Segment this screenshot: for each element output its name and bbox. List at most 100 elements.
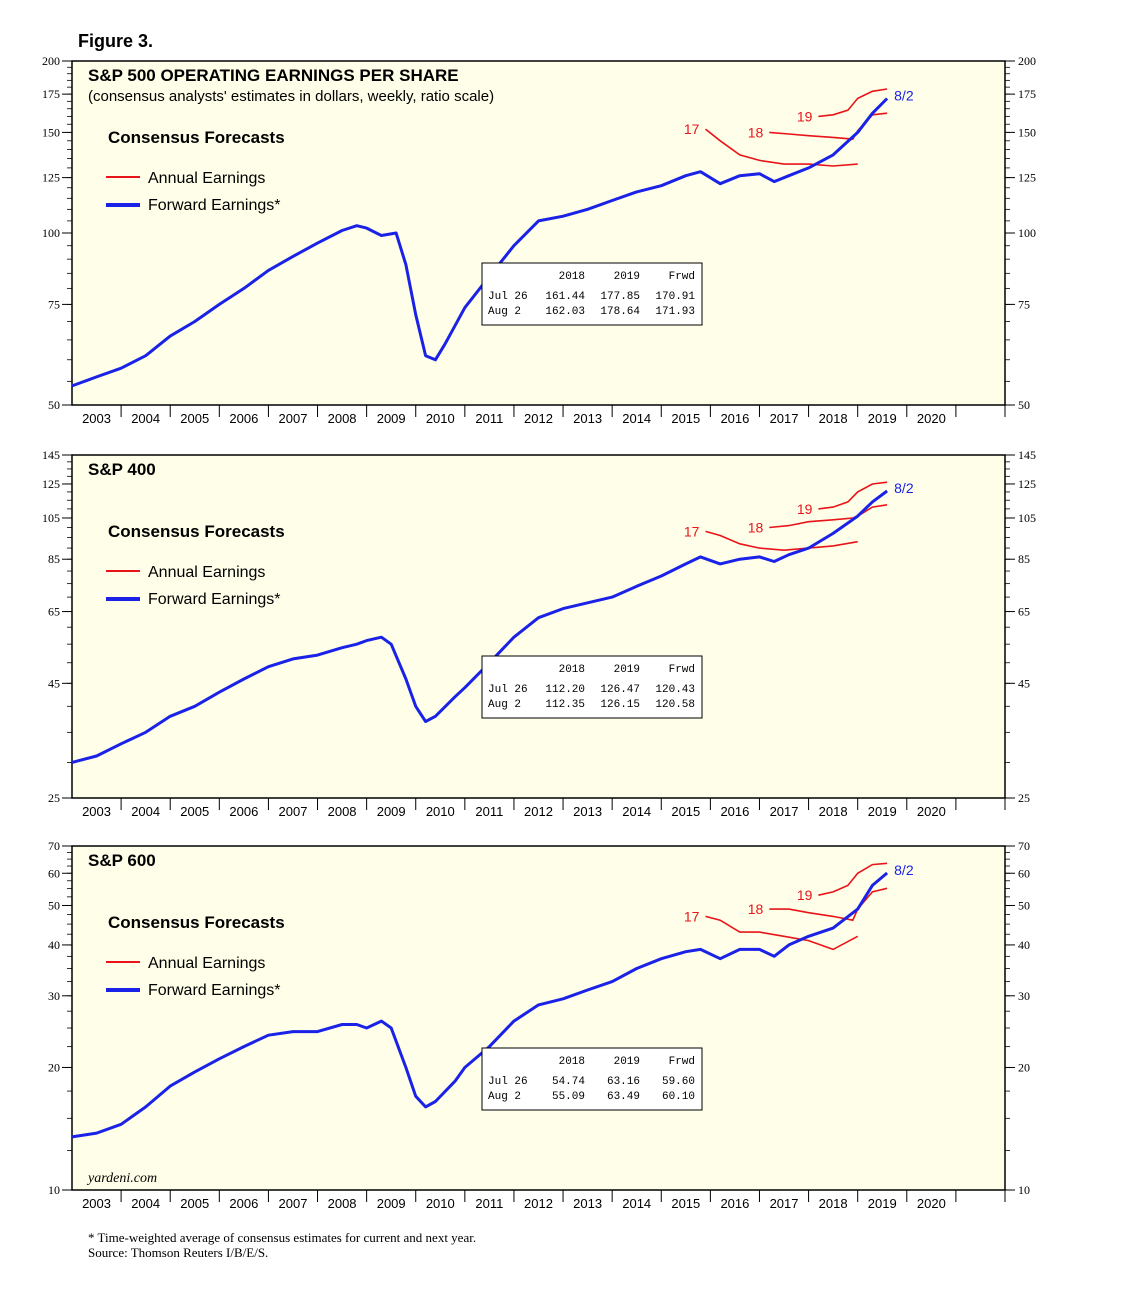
x-tick-label: 2015 <box>671 804 700 819</box>
data-table-header: 2018 <box>559 271 585 283</box>
y-tick-label-left: 10 <box>48 1183 60 1197</box>
data-table-header: 2018 <box>559 1056 585 1068</box>
y-tick-label-right: 105 <box>1018 511 1036 525</box>
annual-series-label: 18 <box>748 901 764 917</box>
x-tick-label: 2016 <box>720 804 749 819</box>
x-tick-label: 2003 <box>82 804 111 819</box>
data-table-date: Aug 2 <box>488 1091 521 1103</box>
legend-forward-label: Forward Earnings* <box>148 197 281 214</box>
source-note: Source: Thomson Reuters I/B/E/S. <box>88 1245 269 1260</box>
forward-series <box>71 871 889 1139</box>
data-table-value: 63.16 <box>607 1076 640 1088</box>
annual-series-label: 18 <box>748 124 764 140</box>
data-table-value: 59.60 <box>662 1076 695 1088</box>
watermark: yardeni.com <box>86 1171 157 1186</box>
data-table-value: 177.85 <box>600 291 640 303</box>
data-table-date: Aug 2 <box>488 699 521 711</box>
y-tick-label-right: 40 <box>1018 938 1030 952</box>
data-table-value: 178.64 <box>600 306 640 318</box>
x-tick-label: 2014 <box>622 1196 651 1211</box>
x-tick-label: 2005 <box>180 411 209 426</box>
y-tick-label-left: 175 <box>42 87 60 101</box>
y-tick-label-right: 50 <box>1018 398 1030 412</box>
y-tick-label-left: 100 <box>42 226 60 240</box>
data-table-date: Jul 26 <box>488 684 528 696</box>
y-tick-label-left: 50 <box>48 398 60 412</box>
y-tick-label-right: 70 <box>1018 839 1030 853</box>
annual-series-19 <box>818 862 888 896</box>
x-tick-label: 2007 <box>279 804 308 819</box>
y-tick-label-left: 145 <box>42 448 60 462</box>
annual-series-17 <box>705 530 858 552</box>
data-table-value: 171.93 <box>655 306 695 318</box>
data-table-date: Jul 26 <box>488 1076 528 1088</box>
y-tick-label-right: 175 <box>1018 87 1036 101</box>
y-tick-label-right: 200 <box>1018 54 1036 68</box>
figure-title: Figure 3. <box>78 31 154 51</box>
data-table-header: 2019 <box>614 664 640 676</box>
y-tick-label-right: 10 <box>1018 1183 1030 1197</box>
legend-annual-label: Annual Earnings <box>148 564 265 581</box>
x-tick-label: 2006 <box>229 804 258 819</box>
x-tick-label: 2017 <box>770 411 799 426</box>
data-table-box <box>481 655 703 719</box>
y-tick-label-left: 70 <box>48 839 60 853</box>
x-tick-label: 2009 <box>377 804 406 819</box>
data-table-header: Frwd <box>669 271 695 283</box>
data-table-value: 126.47 <box>600 684 640 696</box>
annual-series-19 <box>818 481 888 510</box>
y-tick-label-right: 65 <box>1018 605 1030 619</box>
annual-series-19 <box>818 88 888 118</box>
plot-area <box>71 60 1006 406</box>
x-tick-label: 2012 <box>524 804 553 819</box>
data-table-date: Jul 26 <box>488 291 528 303</box>
y-tick-label-right: 60 <box>1018 866 1030 880</box>
x-tick-label: 2018 <box>819 804 848 819</box>
data-table-value: 120.58 <box>655 699 695 711</box>
data-table-value: 120.43 <box>655 684 695 696</box>
y-tick-label-right: 20 <box>1018 1060 1030 1074</box>
y-tick-label-left: 45 <box>48 676 60 690</box>
x-tick-label: 2012 <box>524 411 553 426</box>
panel-title: S&P 400 <box>88 460 156 479</box>
y-tick-label-left: 40 <box>48 938 60 952</box>
data-table-value: 60.10 <box>662 1091 695 1103</box>
x-tick-label: 2006 <box>229 411 258 426</box>
x-tick-label: 2013 <box>573 804 602 819</box>
x-tick-label: 2011 <box>475 804 503 819</box>
legend-title: Consensus Forecasts <box>108 522 285 541</box>
x-tick-label: 2009 <box>377 1196 406 1211</box>
x-tick-label: 2017 <box>770 1196 799 1211</box>
forward-end-label: 8/2 <box>894 480 914 496</box>
x-tick-label: 2020 <box>917 1196 946 1211</box>
y-tick-label-right: 45 <box>1018 676 1030 690</box>
data-table-header: 2019 <box>614 271 640 283</box>
x-tick-label: 2004 <box>131 804 160 819</box>
x-tick-label: 2016 <box>720 411 749 426</box>
data-table-value: 161.44 <box>545 291 585 303</box>
legend-title: Consensus Forecasts <box>108 128 285 147</box>
legend-forward-label: Forward Earnings* <box>148 591 281 608</box>
data-table-box <box>481 1047 703 1111</box>
y-tick-label-left: 125 <box>42 171 60 185</box>
data-table-date: Aug 2 <box>488 306 521 318</box>
y-tick-label-left: 125 <box>42 477 60 491</box>
x-tick-label: 2019 <box>868 411 897 426</box>
legend-annual-label: Annual Earnings <box>148 170 265 187</box>
x-tick-label: 2013 <box>573 1196 602 1211</box>
legend-forward-label: Forward Earnings* <box>148 982 281 999</box>
data-table-header: Frwd <box>669 1056 695 1068</box>
forward-series <box>71 489 888 764</box>
annual-series-label: 19 <box>797 887 813 903</box>
annual-series-17 <box>705 915 859 951</box>
data-table-value: 162.03 <box>545 306 585 318</box>
plot-area <box>71 845 1006 1191</box>
x-tick-label: 2010 <box>426 804 455 819</box>
x-tick-label: 2004 <box>131 411 160 426</box>
x-tick-label: 2017 <box>770 804 799 819</box>
legend-title: Consensus Forecasts <box>108 913 285 932</box>
data-table-value: 170.91 <box>655 291 695 303</box>
legend-annual-label: Annual Earnings <box>148 955 265 972</box>
chart-panel-2: 25 25 45 45 65 65 85 85 105 105 125 125 145 145 2003 20… <box>42 448 1036 819</box>
x-tick-label: 2006 <box>229 1196 258 1211</box>
